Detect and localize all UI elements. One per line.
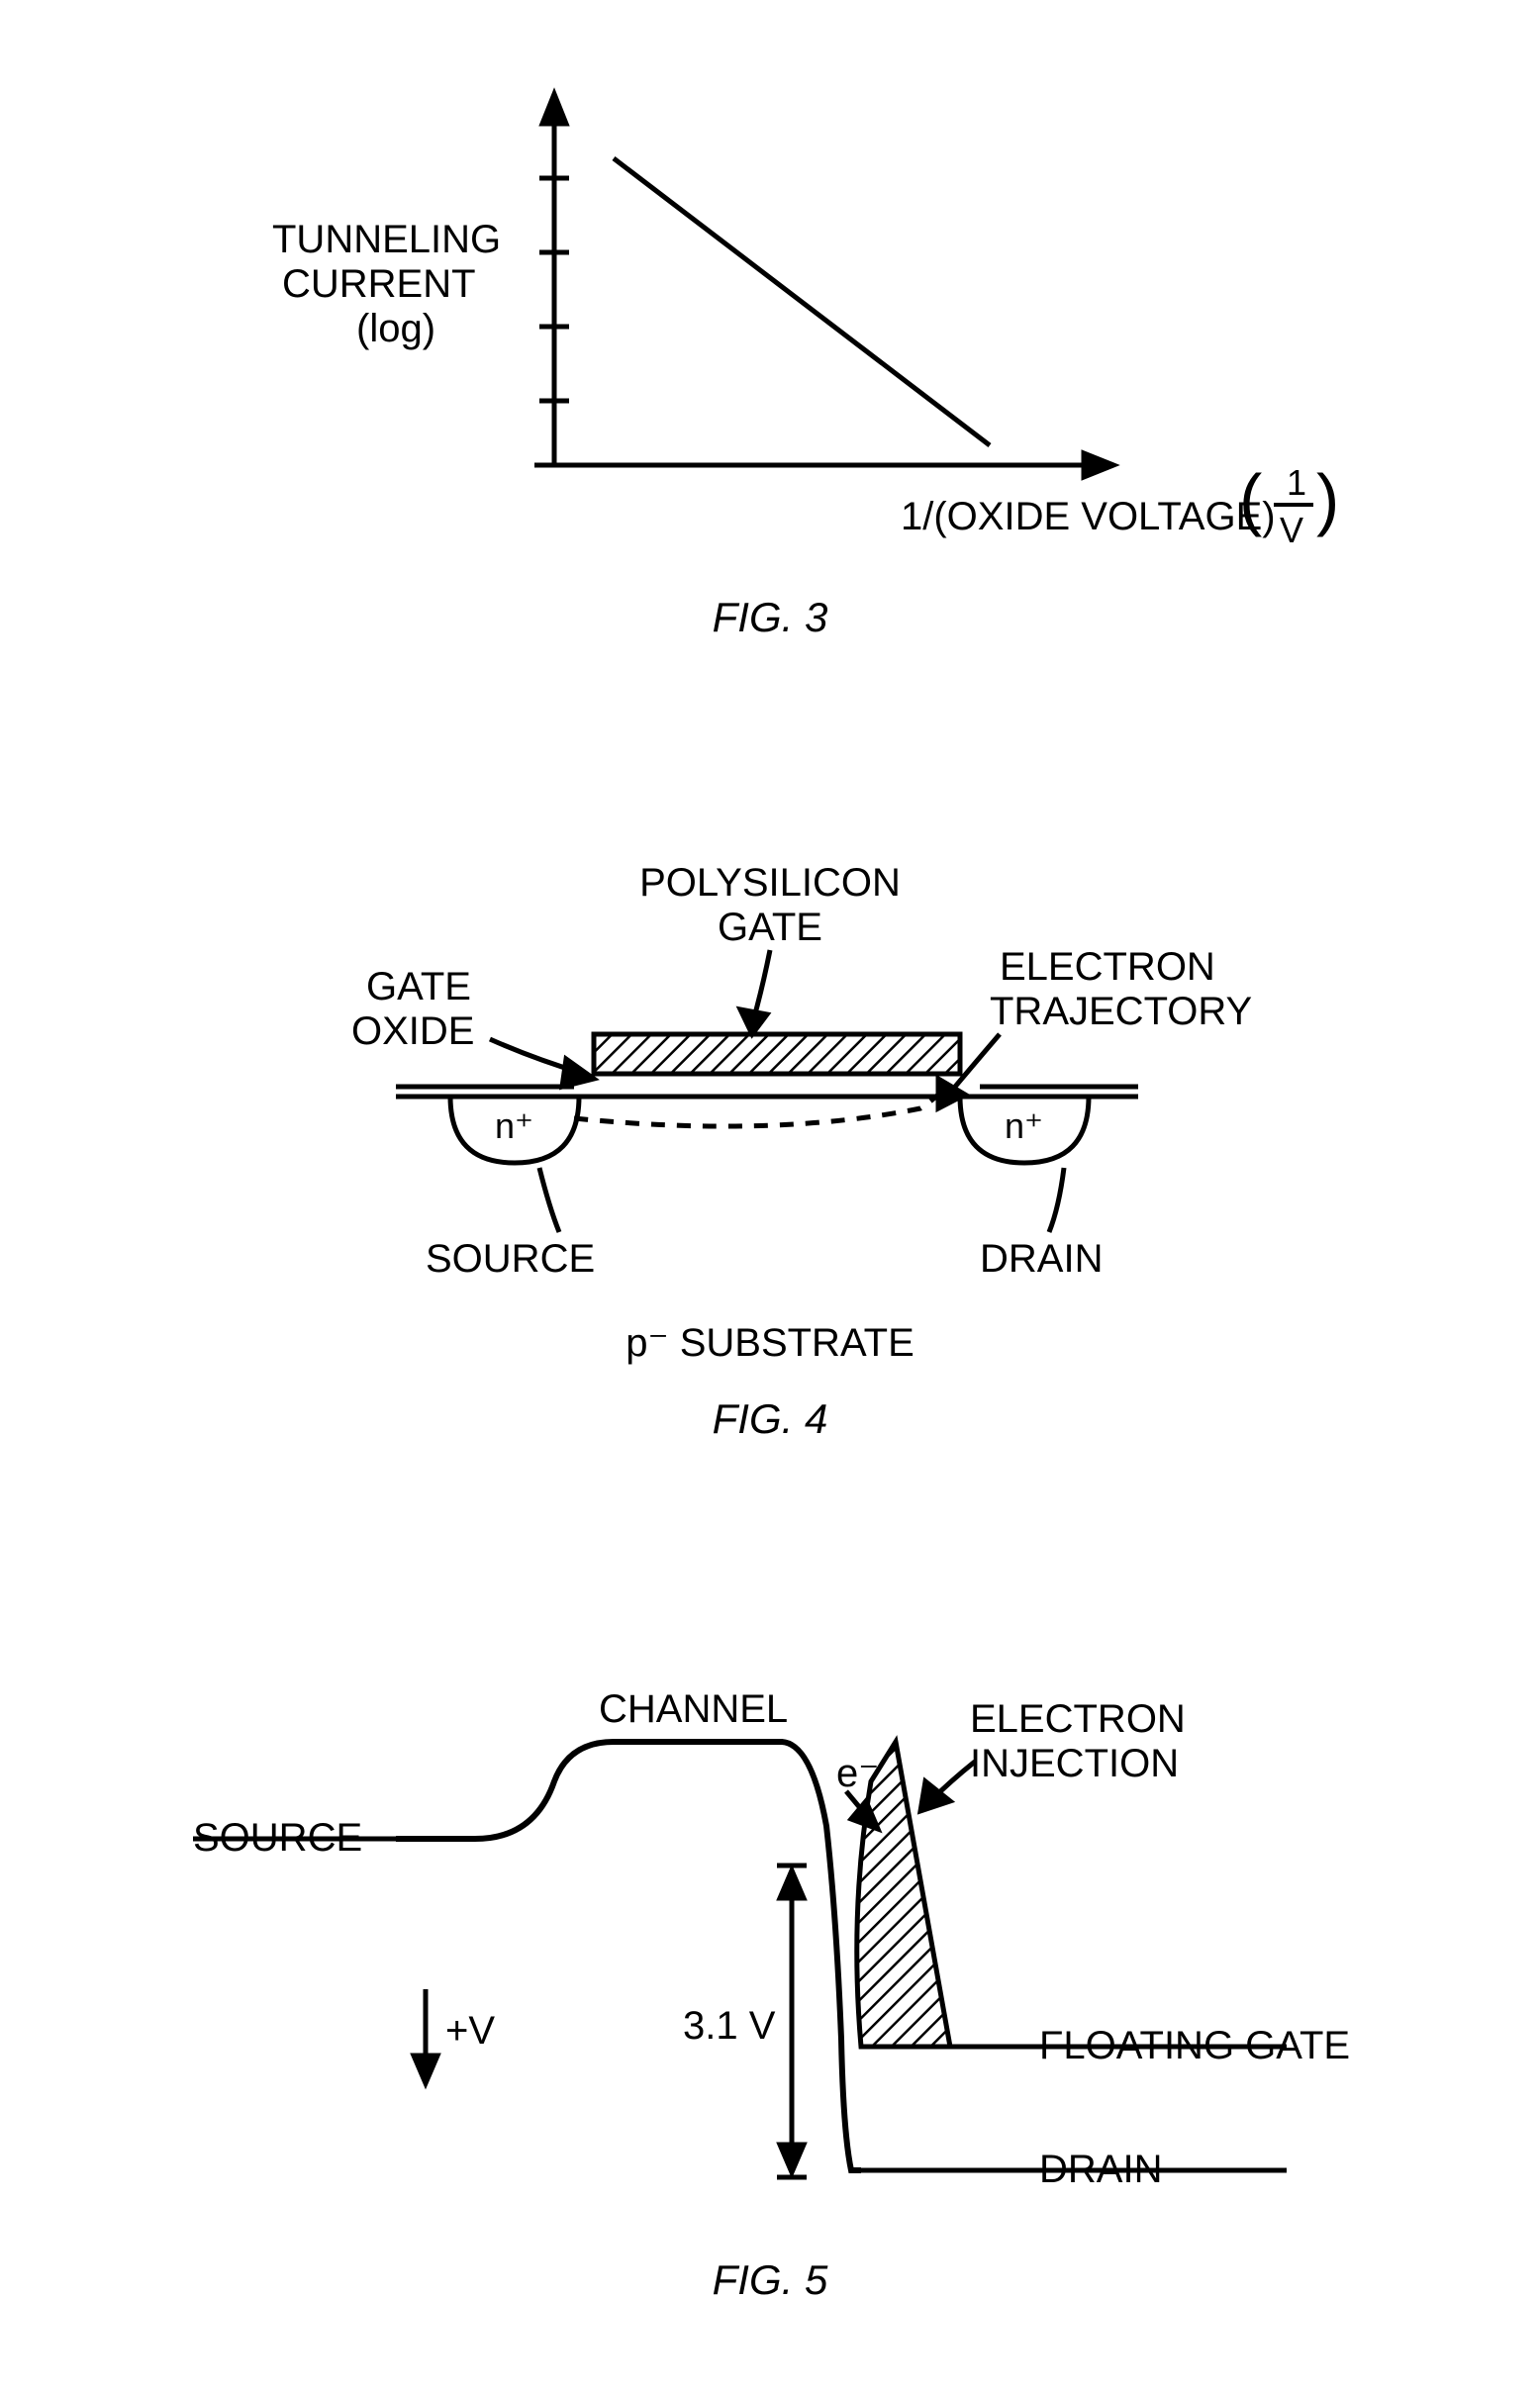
fig5-voltage: 3.1 V: [683, 2004, 776, 2048]
fig3-ylabel-3: (log): [356, 307, 435, 350]
fig3-xlabel: 1/(OXIDE VOLTAGE): [901, 495, 1276, 538]
fig3: TUNNELING CURRENT (log) 1/(OXIDE VOLTAGE…: [0, 40, 1540, 653]
fig4-nplus-s: n⁺: [495, 1105, 533, 1146]
svg-text:(: (: [1239, 460, 1262, 537]
fig5-channel: CHANNEL: [599, 1687, 788, 1731]
fig5-plusV: +V: [445, 2009, 495, 2053]
svg-text:): ): [1316, 460, 1339, 537]
fig3-ylabel-1: TUNNELING: [272, 218, 501, 261]
fig4-poly-1: POLYSILICON: [639, 861, 901, 905]
fig3-ylabel-2: CURRENT: [282, 262, 476, 306]
fig3-caption: FIG. 3: [0, 594, 1540, 641]
fig3-unit-num: 1: [1287, 462, 1306, 503]
fig4-substrate: p⁻ SUBSTRATE: [626, 1321, 914, 1365]
fig5: CHANNEL SOURCE ELECTRON INJECTION e⁻ FLO…: [0, 1663, 1540, 2375]
fig5-caption: FIG. 5: [0, 2256, 1540, 2304]
fig4-et-1: ELECTRON: [1000, 945, 1215, 989]
fig4-nplus-d: n⁺: [1005, 1105, 1043, 1146]
fig4-go-1: GATE: [366, 965, 471, 1008]
fig4-go-2: OXIDE: [351, 1009, 474, 1053]
fig4: POLYSILICON GATE GATE OXIDE ELECTRON TRA…: [0, 841, 1540, 1534]
fig5-et1: ELECTRON: [970, 1697, 1186, 1741]
fig5-et2: INJECTION: [970, 1742, 1179, 1785]
fig4-source: SOURCE: [426, 1237, 595, 1281]
fig3-unit-den: V: [1280, 510, 1303, 550]
fig4-drain: DRAIN: [980, 1237, 1103, 1281]
fig4-poly-2: GATE: [718, 906, 822, 949]
fig4-et-2: TRAJECTORY: [990, 990, 1252, 1033]
fig4-caption: FIG. 4: [0, 1395, 1540, 1443]
